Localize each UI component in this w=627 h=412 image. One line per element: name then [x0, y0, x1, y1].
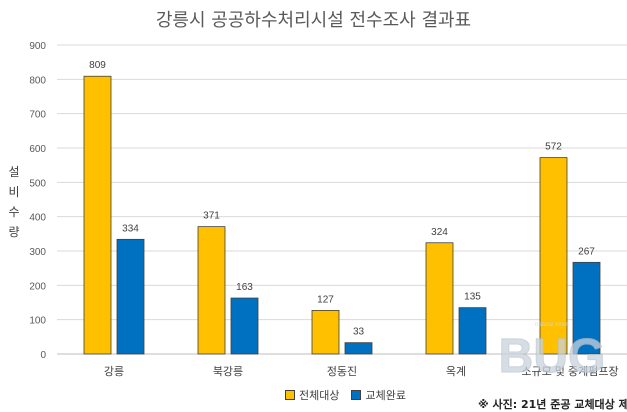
- bar-series-0-2: [311, 309, 340, 355]
- x-tick-label-1: 북강릉: [213, 365, 243, 378]
- bar-series-0-4: [539, 157, 568, 355]
- y-tick-label-700: 700: [29, 110, 46, 121]
- bar-series-0-0: [83, 75, 112, 355]
- legend-item-series-0: 전체대상: [285, 387, 339, 403]
- data-label-series-0-4: 572: [545, 142, 562, 153]
- bars: [83, 75, 601, 355]
- bar-series-1-3: [458, 307, 487, 355]
- y-tick-label-400: 400: [29, 213, 46, 224]
- data-label-series-1-0: 334: [122, 223, 139, 234]
- data-label-series-0-1: 371: [203, 211, 220, 222]
- bar-series-1-1: [230, 297, 259, 355]
- legend-label-series-0: 전체대상: [299, 389, 340, 402]
- bar-series-0-3: [425, 242, 454, 355]
- x-tick-label-0: 강릉: [104, 365, 124, 378]
- data-label-series-1-4: 267: [578, 246, 595, 257]
- bug-logo-watermark: natural news BUG: [498, 322, 606, 380]
- legend-swatch-series-1: [351, 390, 362, 400]
- x-tick-label-2: 정동진: [327, 365, 357, 378]
- legend-label-series-1: 교체완료: [365, 389, 406, 402]
- y-tick-label-800: 800: [29, 75, 46, 86]
- data-label-series-0-0: 809: [89, 60, 106, 71]
- x-tick-label-4: 소규모 및 중계펌프장: [521, 365, 618, 378]
- y-tick-label-900: 900: [29, 41, 46, 52]
- data-labels: 809 334 371 163 127 33 324 135 572 267: [89, 60, 595, 337]
- data-label-series-1-2: 33: [353, 327, 365, 338]
- data-label-series-1-3: 135: [464, 292, 481, 303]
- y-tick-label-0: 0: [40, 350, 46, 361]
- svg-text:natural news: natural news: [535, 322, 569, 328]
- y-axis-label: 설비수량: [8, 165, 20, 239]
- bar-series-1-0: [116, 238, 145, 355]
- bar-series-1-2: [344, 342, 373, 355]
- y-tick-label-300: 300: [29, 247, 46, 258]
- data-label-series-1-1: 163: [236, 282, 253, 293]
- legend-swatch-series-0: [285, 390, 295, 400]
- data-label-series-0-3: 324: [431, 227, 448, 238]
- bar-series-1-4: [572, 261, 601, 355]
- chart-title: 강릉시 공공하수처리시설 전수조사 결과표: [155, 10, 472, 31]
- y-tick-label-200: 200: [29, 281, 46, 292]
- gridlines: [57, 44, 627, 355]
- svg-text:BUG: BUG: [499, 330, 606, 380]
- y-tick-label-600: 600: [29, 144, 46, 155]
- y-tick-labels: 0 100 200 300 400 500 600 700 800 900: [29, 41, 46, 361]
- legend-item-series-1: 교체완료: [351, 387, 406, 403]
- y-tick-label-500: 500: [29, 178, 46, 189]
- x-tick-label-3: 옥계: [446, 365, 466, 378]
- y-tick-label-100: 100: [29, 316, 46, 327]
- photo-caption: ※ 사진: 21년 준공 교체대상 제외: [478, 398, 627, 411]
- legend: 전체대상 교체완료: [285, 387, 406, 403]
- bar-series-0-1: [197, 226, 226, 355]
- x-tick-labels: 강릉 북강릉 정동진 옥계 소규모 및 중계펌프장: [104, 365, 619, 378]
- data-label-series-0-2: 127: [317, 294, 334, 305]
